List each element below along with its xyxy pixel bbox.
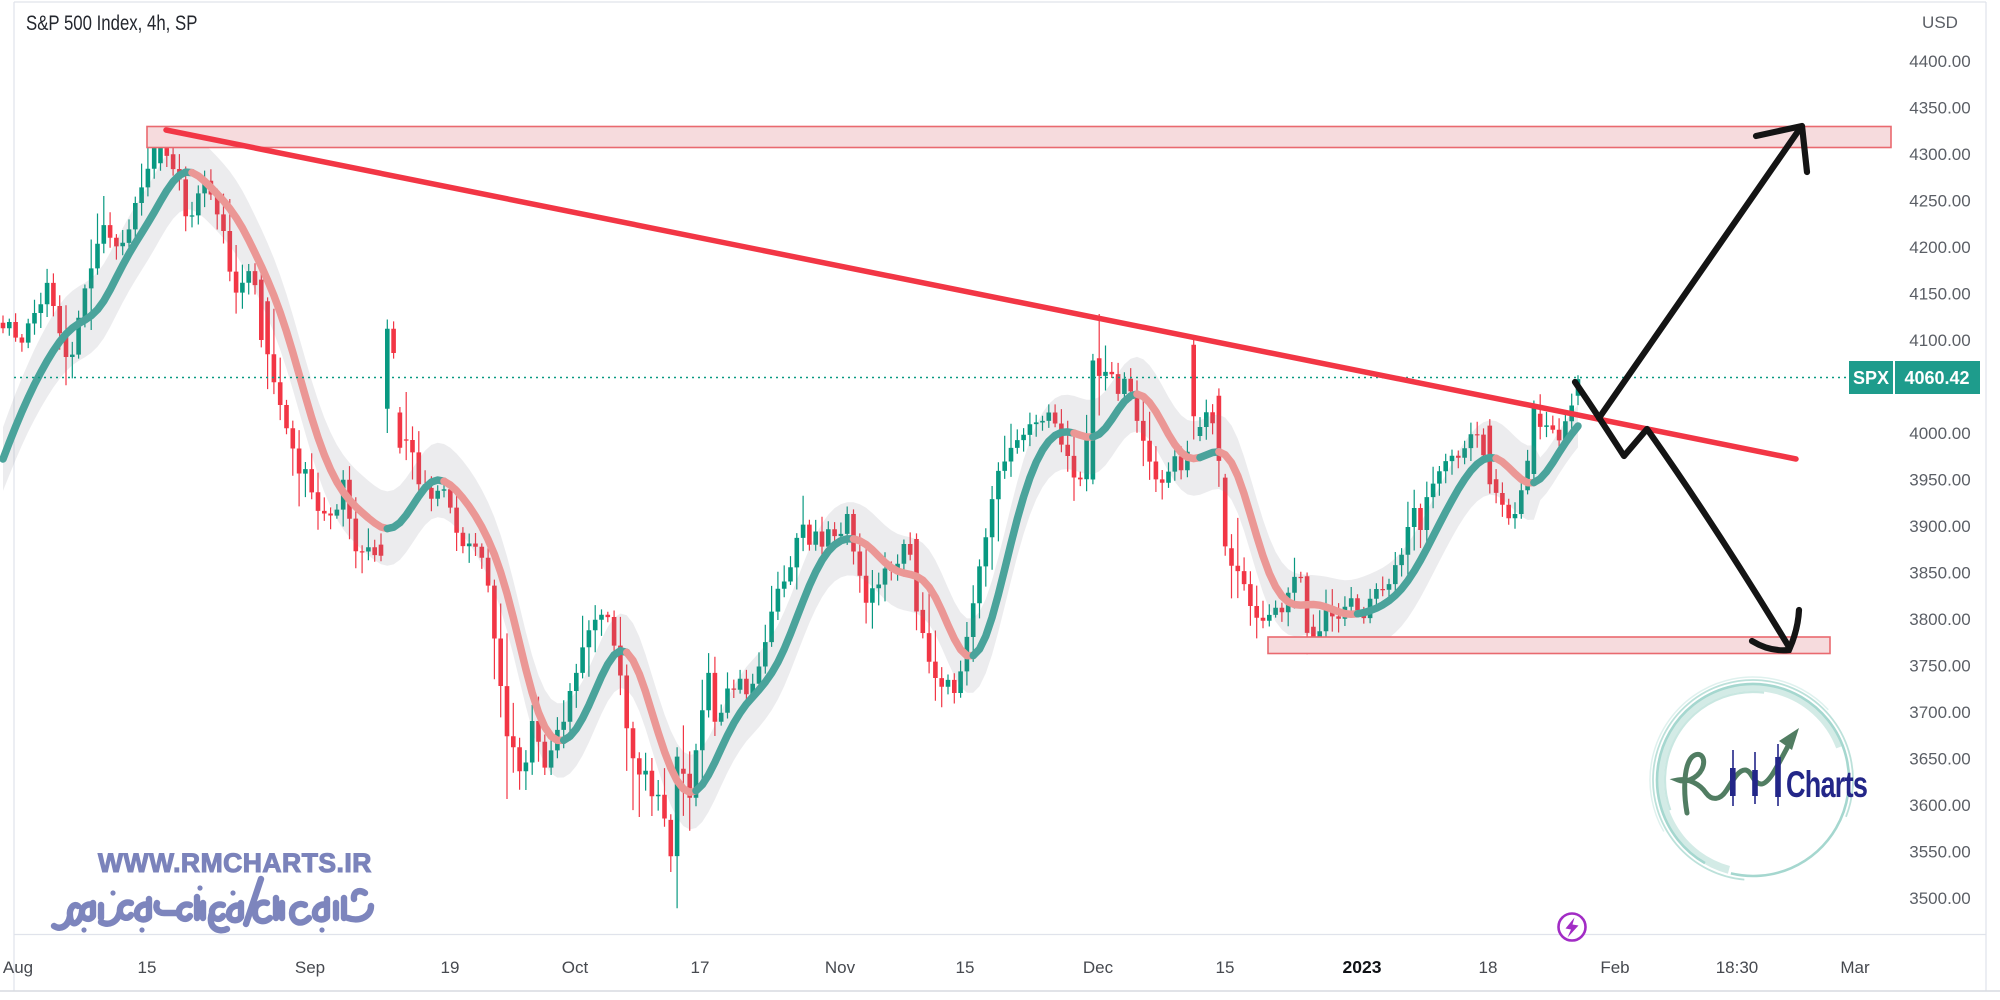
svg-text:4000.00: 4000.00 xyxy=(1909,424,1970,443)
svg-text:Oct: Oct xyxy=(562,958,589,977)
svg-text:19: 19 xyxy=(441,958,460,977)
svg-text:3600.00: 3600.00 xyxy=(1909,796,1970,815)
svg-text:Nov: Nov xyxy=(825,958,856,977)
svg-text:4200.00: 4200.00 xyxy=(1909,238,1970,257)
svg-text:4350.00: 4350.00 xyxy=(1909,99,1970,118)
svg-text:15: 15 xyxy=(138,958,157,977)
svg-text:4300.00: 4300.00 xyxy=(1909,145,1970,164)
svg-text:Charts: Charts xyxy=(1786,764,1867,805)
svg-text:3500.00: 3500.00 xyxy=(1909,889,1970,908)
svg-text:Dec: Dec xyxy=(1083,958,1114,977)
svg-text:15: 15 xyxy=(1216,958,1235,977)
svg-text:3700.00: 3700.00 xyxy=(1909,703,1970,722)
svg-text:3950.00: 3950.00 xyxy=(1909,471,1970,490)
svg-text:SPX: SPX xyxy=(1853,368,1889,388)
svg-text:Sep: Sep xyxy=(295,958,325,977)
svg-text:Aug: Aug xyxy=(3,958,33,977)
svg-text:3650.00: 3650.00 xyxy=(1909,750,1970,769)
svg-text:USD: USD xyxy=(1922,13,1958,32)
svg-text:17: 17 xyxy=(691,958,710,977)
svg-text:3800.00: 3800.00 xyxy=(1909,610,1970,629)
svg-text:4060.42: 4060.42 xyxy=(1904,368,1969,388)
svg-text:18: 18 xyxy=(1479,958,1498,977)
svg-text:Feb: Feb xyxy=(1600,958,1629,977)
svg-text:18:30: 18:30 xyxy=(1716,958,1759,977)
svg-text:4100.00: 4100.00 xyxy=(1909,331,1970,350)
svg-text:4400.00: 4400.00 xyxy=(1909,52,1970,71)
svg-text:3750.00: 3750.00 xyxy=(1909,657,1970,676)
svg-text:2023: 2023 xyxy=(1343,957,1382,977)
svg-text:3550.00: 3550.00 xyxy=(1909,843,1970,862)
svg-text:3900.00: 3900.00 xyxy=(1909,517,1970,536)
svg-text:4150.00: 4150.00 xyxy=(1909,285,1970,304)
svg-text:Mar: Mar xyxy=(1840,958,1870,977)
svg-text:WWW.RMCHARTS.IR: WWW.RMCHARTS.IR xyxy=(98,848,372,878)
svg-text:3850.00: 3850.00 xyxy=(1909,564,1970,583)
svg-text:4250.00: 4250.00 xyxy=(1909,192,1970,211)
svg-text:S&P 500 Index, 4h, SP: S&P 500 Index, 4h, SP xyxy=(26,12,197,35)
svg-text:15: 15 xyxy=(956,958,975,977)
